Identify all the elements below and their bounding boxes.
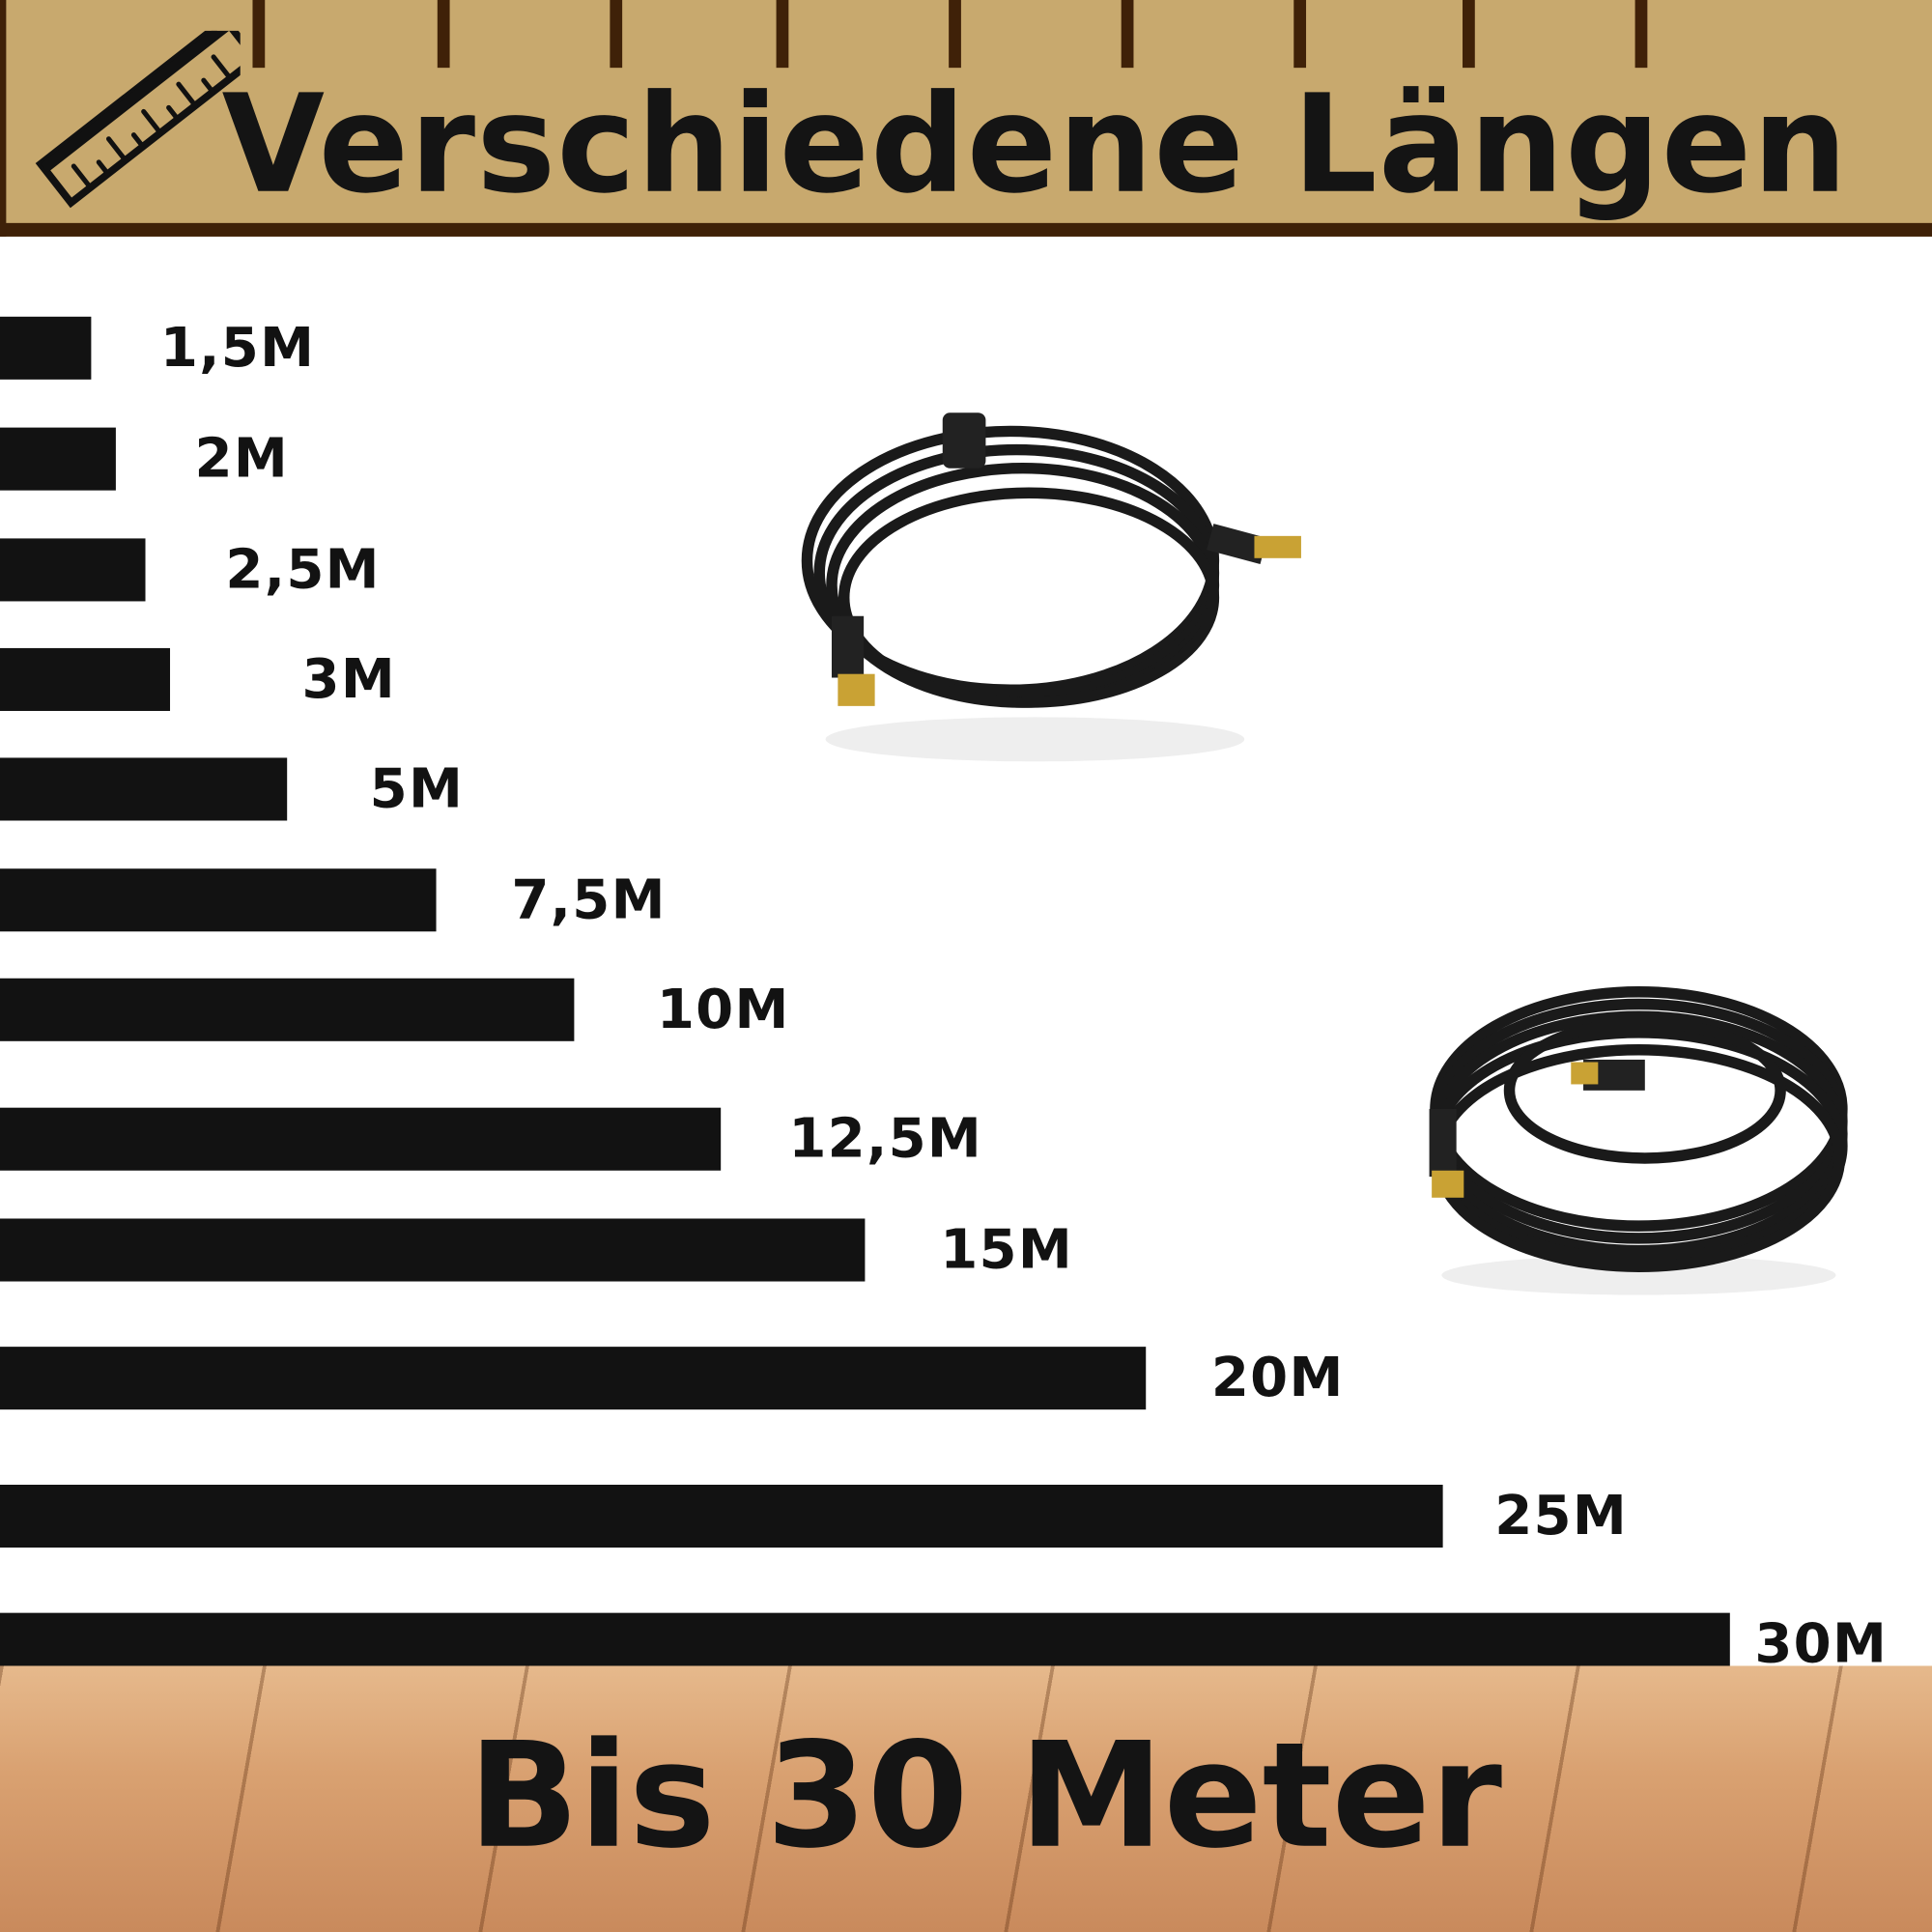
ruler-tick [252,0,266,69]
bar-15M [0,1218,866,1282]
bar-label: 12,5M [788,1107,983,1171]
bar-label: 2M [194,427,289,491]
bar-label: 20M [1210,1347,1345,1410]
bar-label: 1,5M [159,316,316,380]
bar-30M [0,1612,1730,1676]
ruler-icon [35,30,241,209]
ruler-tick [1463,0,1475,69]
bar-7,5M [0,868,437,932]
coiled-coax-cable-short [801,412,1301,762]
page-title: Verschiedene Längen [221,65,1849,223]
bar-25M [0,1484,1443,1548]
wood-floor-background [0,1665,1932,1932]
ruler-tick [1121,0,1134,69]
ruler-tick [1293,0,1307,69]
bar-20M [0,1347,1147,1410]
bar-label: 2,5M [225,538,381,602]
ruler-tick [776,0,789,69]
bar-12,5M [0,1107,722,1171]
bar-2,5M [0,538,146,602]
bar-label: 30M [1754,1612,1889,1676]
bar-label: 25M [1494,1484,1628,1548]
ruler-tick [1634,0,1648,69]
ruler-tick [437,0,450,69]
bar-label: 3M [301,647,396,711]
bar-5M [0,757,288,821]
bar-1,5M [0,316,92,380]
coiled-coax-cable-long [1429,986,1848,1295]
bar-10M [0,978,575,1041]
bar-3M [0,647,171,711]
bar-label: 5M [369,757,465,821]
bar-label: 10M [656,978,790,1041]
header-banner: Verschiedene Längen [0,0,1932,237]
bar-label: 7,5M [511,868,667,932]
ruler-tick [610,0,623,69]
ruler-tick [949,0,961,69]
footer-title: Bis 30 Meter [468,1710,1502,1881]
bar-2M [0,427,116,491]
bar-label: 15M [940,1218,1073,1282]
